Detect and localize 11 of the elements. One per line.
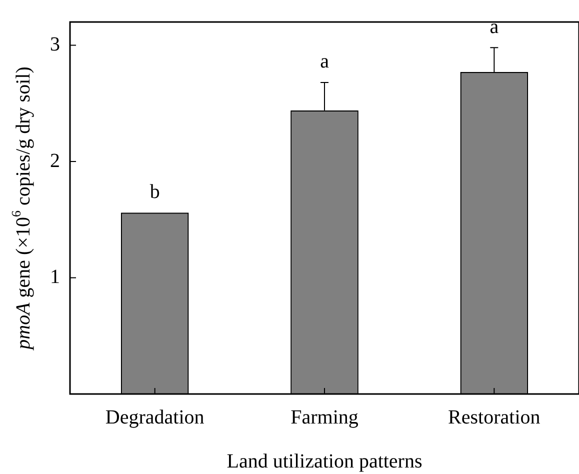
annotation: a: [320, 50, 330, 73]
y-tick-label: 3: [50, 34, 60, 56]
y-axis-title: pmoA gene (×106 copies/g dry soil): [8, 66, 34, 352]
x-tick-label: Degradation: [105, 406, 204, 428]
x-axis-title: Land utilization patterns: [226, 450, 422, 472]
annotation: a: [490, 16, 499, 38]
x-tick-label: Restoration: [448, 406, 540, 428]
annotation: b: [150, 180, 160, 203]
y-tick-label: 1: [50, 266, 60, 288]
x-tick-label: Farming: [290, 406, 358, 428]
y-tick-label: 2: [50, 150, 60, 172]
